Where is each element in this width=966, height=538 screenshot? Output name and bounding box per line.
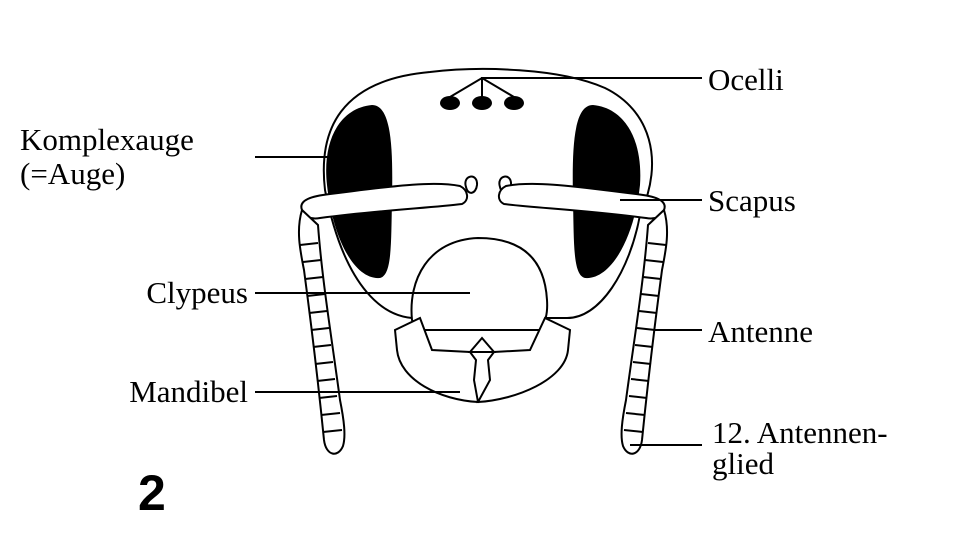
label-auge: (=Auge): [20, 156, 125, 191]
label-komplexauge: Komplexauge: [20, 122, 194, 157]
ocellus-left: [440, 96, 460, 110]
left-scapus: [300, 182, 468, 220]
ocelli-leader: [449, 76, 702, 98]
left-mandible: [393, 316, 480, 404]
head-capsule: [322, 68, 654, 320]
label-glied: glied: [712, 446, 774, 481]
ocellus-middle: [472, 96, 492, 110]
labrum: [467, 336, 497, 353]
figure-number: 2: [138, 465, 166, 521]
ocellus-right: [504, 96, 524, 110]
label-antennenglied: 12. Antennen-: [712, 415, 888, 450]
label-ocelli: Ocelli: [708, 62, 784, 97]
right-scapus: [498, 182, 666, 220]
right-mandible: [476, 316, 572, 404]
label-mandibel: Mandibel: [129, 374, 248, 409]
left-antenna: [297, 208, 346, 455]
right-antenna: [620, 208, 669, 455]
label-scapus: Scapus: [708, 183, 796, 218]
label-clypeus: Clypeus: [146, 275, 248, 310]
label-antenne: Antenne: [708, 314, 813, 349]
left-antennal-socket: [464, 175, 479, 194]
